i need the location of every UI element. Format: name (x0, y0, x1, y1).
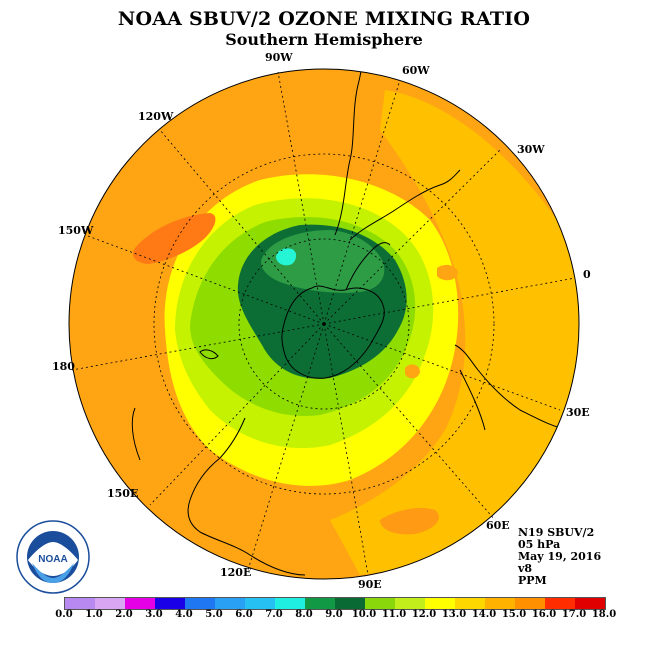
colorbar-swatch (575, 598, 605, 609)
colorbar-tick-label: 18.0 (591, 609, 617, 620)
colorbar-tick-label: 4.0 (175, 609, 193, 620)
lon-label-30e: 30E (566, 406, 590, 419)
lon-label-30w: 30W (517, 143, 545, 156)
colorbar-swatch (275, 598, 305, 609)
lon-label-120e: 120E (220, 566, 252, 579)
colorbar-swatch (65, 598, 95, 609)
noaa-logo: NOAA (16, 520, 90, 594)
colorbar-swatch (335, 598, 365, 609)
colorbar-tick-label: 7.0 (265, 609, 283, 620)
map-subtitle: Southern Hemisphere (225, 30, 423, 49)
colorbar-swatch (395, 598, 425, 609)
colorbar (64, 597, 606, 610)
colorbar-tick-label: 10.0 (351, 609, 377, 620)
colorbar-tick-label: 9.0 (325, 609, 343, 620)
units-label: PPM (518, 574, 547, 587)
colorbar-swatch (245, 598, 275, 609)
lon-label-60w: 60W (402, 64, 430, 77)
map-title: NOAA SBUV/2 OZONE MIXING RATIO (117, 8, 531, 30)
lon-label-120w: 120W (138, 110, 174, 123)
colorbar-tick-label: 11.0 (381, 609, 407, 620)
colorbar-tick-label: 17.0 (561, 609, 587, 620)
date-label: May 19, 2016 (518, 550, 602, 563)
version-label: v8 (518, 562, 533, 575)
colorbar-swatch (155, 598, 185, 609)
lon-label-150e: 150E (107, 487, 139, 500)
colorbar-tick-label: 15.0 (501, 609, 527, 620)
colorbar-swatch (425, 598, 455, 609)
colorbar-tick-label: 12.0 (411, 609, 437, 620)
pressure-label: 05 hPa (518, 538, 561, 551)
colorbar-swatch (455, 598, 485, 609)
colorbar-swatch (515, 598, 545, 609)
colorbar-tick-label: 8.0 (295, 609, 313, 620)
colorbar-swatch (365, 598, 395, 609)
colorbar-swatch (95, 598, 125, 609)
colorbar-tick-label: 13.0 (441, 609, 467, 620)
colorbar-swatch (185, 598, 215, 609)
colorbar-swatch (545, 598, 575, 609)
ozone-field (69, 69, 579, 579)
lon-label-180: 180 (52, 360, 75, 373)
lon-label-0: 0 (583, 268, 591, 281)
colorbar-swatch (305, 598, 335, 609)
map-border (68, 68, 580, 580)
colorbar-tick-label: 14.0 (471, 609, 497, 620)
lon-label-60e: 60E (486, 519, 510, 532)
colorbar-tick-label: 0.0 (55, 609, 73, 620)
colorbar-tick-label: 3.0 (145, 609, 163, 620)
lon-label-150w: 150W (58, 224, 94, 237)
svg-text:NOAA: NOAA (38, 554, 67, 565)
lon-label-90e: 90E (358, 578, 382, 591)
colorbar-swatch (215, 598, 245, 609)
colorbar-swatch (125, 598, 155, 609)
colorbar-tick-label: 6.0 (235, 609, 253, 620)
colorbar-tick-label: 1.0 (85, 609, 103, 620)
coastlines (131, 69, 571, 576)
lon-label-90w: 90W (265, 51, 293, 64)
data-info: N19 SBUV/2 05 hPa May 19, 2016 v8 PPM (518, 527, 601, 587)
colorbar-swatch (485, 598, 515, 609)
graticule (71, 71, 576, 576)
colorbar-tick-label: 2.0 (115, 609, 133, 620)
colorbar-tick-label: 16.0 (531, 609, 557, 620)
colorbar-tick-label: 5.0 (205, 609, 223, 620)
instrument-label: N19 SBUV/2 (518, 526, 595, 539)
